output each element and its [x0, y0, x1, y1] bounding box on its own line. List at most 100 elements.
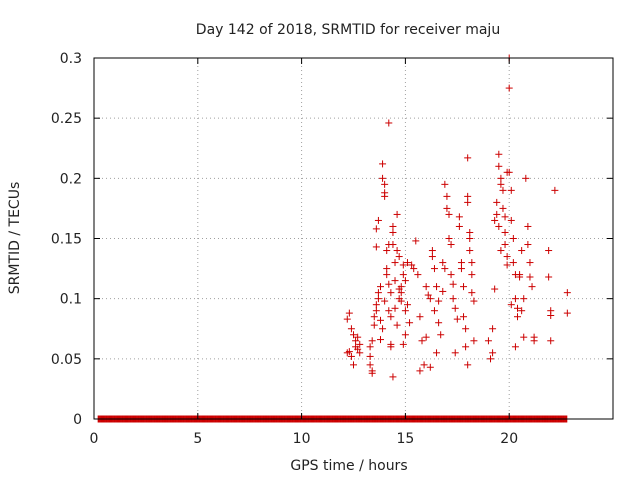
- data-point: [376, 283, 384, 291]
- data-point: [524, 241, 532, 249]
- data-point: [387, 340, 395, 348]
- data-point: [399, 271, 407, 279]
- data-point: [422, 283, 430, 291]
- data-point: [356, 340, 364, 348]
- data-point: [453, 315, 461, 323]
- data-point: [368, 369, 376, 377]
- data-point: [428, 247, 436, 255]
- data-point: [526, 259, 534, 267]
- data-point: [563, 309, 571, 317]
- data-point: [455, 222, 463, 230]
- data-point: [511, 295, 519, 303]
- data-point: [491, 216, 499, 224]
- data-point: [366, 343, 374, 351]
- data-point: [345, 348, 353, 356]
- data-point: [383, 265, 391, 273]
- data-point: [387, 313, 395, 321]
- data-point: [493, 198, 501, 206]
- data-point: [522, 174, 530, 182]
- data-point: [399, 261, 407, 269]
- y-axis-label: SRMTID / TECUs: [7, 182, 23, 295]
- data-point: [389, 228, 397, 236]
- data-point: [397, 283, 405, 291]
- data-point: [441, 265, 449, 273]
- data-point: [545, 273, 553, 281]
- y-tick-label: 0.1: [60, 292, 82, 308]
- data-point: [447, 271, 455, 279]
- data-point: [547, 312, 555, 320]
- data-point: [393, 321, 401, 329]
- y-tick-label: 0.15: [51, 232, 82, 248]
- data-point: [462, 343, 470, 351]
- data-point: [426, 295, 434, 303]
- x-tick-label: 20: [500, 431, 518, 447]
- data-point: [374, 295, 382, 303]
- data-point: [449, 280, 457, 288]
- data-point: [393, 210, 401, 218]
- data-point: [350, 361, 357, 369]
- data-point: [383, 247, 391, 255]
- data-point: [464, 192, 472, 200]
- data-point: [503, 261, 511, 269]
- data-point: [385, 119, 393, 127]
- data-point: [445, 210, 453, 218]
- data-point: [466, 235, 474, 242]
- data-point: [466, 247, 474, 255]
- data-point: [416, 313, 424, 321]
- data-point: [497, 174, 505, 182]
- data-point: [393, 247, 401, 255]
- data-point: [435, 319, 443, 327]
- data-point: [451, 349, 459, 357]
- data-point: [401, 307, 409, 315]
- data-point: [530, 337, 538, 345]
- data-point: [437, 331, 445, 339]
- data-point: [372, 225, 380, 233]
- data-point: [414, 271, 422, 279]
- data-point: [470, 297, 478, 305]
- data-point: [524, 222, 532, 230]
- data-point: [430, 265, 438, 273]
- data-point: [441, 180, 449, 188]
- data-point: [520, 333, 528, 341]
- data-point: [379, 174, 387, 182]
- data-point: [385, 307, 393, 315]
- data-point: [385, 280, 393, 288]
- data-point: [468, 259, 476, 267]
- data-point: [374, 289, 382, 297]
- data-point: [451, 304, 459, 312]
- y-tick-label: 0.3: [60, 51, 82, 67]
- data-point: [518, 307, 526, 315]
- data-point: [484, 337, 492, 345]
- data-point: [366, 352, 374, 360]
- data-point: [403, 259, 411, 267]
- data-point: [449, 295, 457, 303]
- data-point: [439, 287, 447, 295]
- data-point: [468, 271, 476, 279]
- data-point: [439, 259, 447, 267]
- data-point: [443, 192, 451, 200]
- data-point: [497, 180, 505, 188]
- data-point: [499, 204, 507, 212]
- data-point: [370, 313, 378, 321]
- data-point: [501, 228, 509, 236]
- data-point: [350, 331, 357, 339]
- data-point: [443, 204, 451, 212]
- data-point: [416, 367, 424, 375]
- data-point: [422, 333, 430, 341]
- data-point: [499, 186, 507, 194]
- data-point: [354, 345, 362, 353]
- data-point: [372, 307, 380, 315]
- data-point: [464, 154, 472, 162]
- data-point: [464, 198, 472, 206]
- data-point: [420, 361, 428, 369]
- data-point: [345, 309, 353, 317]
- data-point: [505, 84, 513, 92]
- data-point: [391, 304, 399, 312]
- data-point: [457, 265, 465, 273]
- data-point: [391, 277, 399, 285]
- data-point: [395, 253, 403, 261]
- data-point: [410, 265, 418, 273]
